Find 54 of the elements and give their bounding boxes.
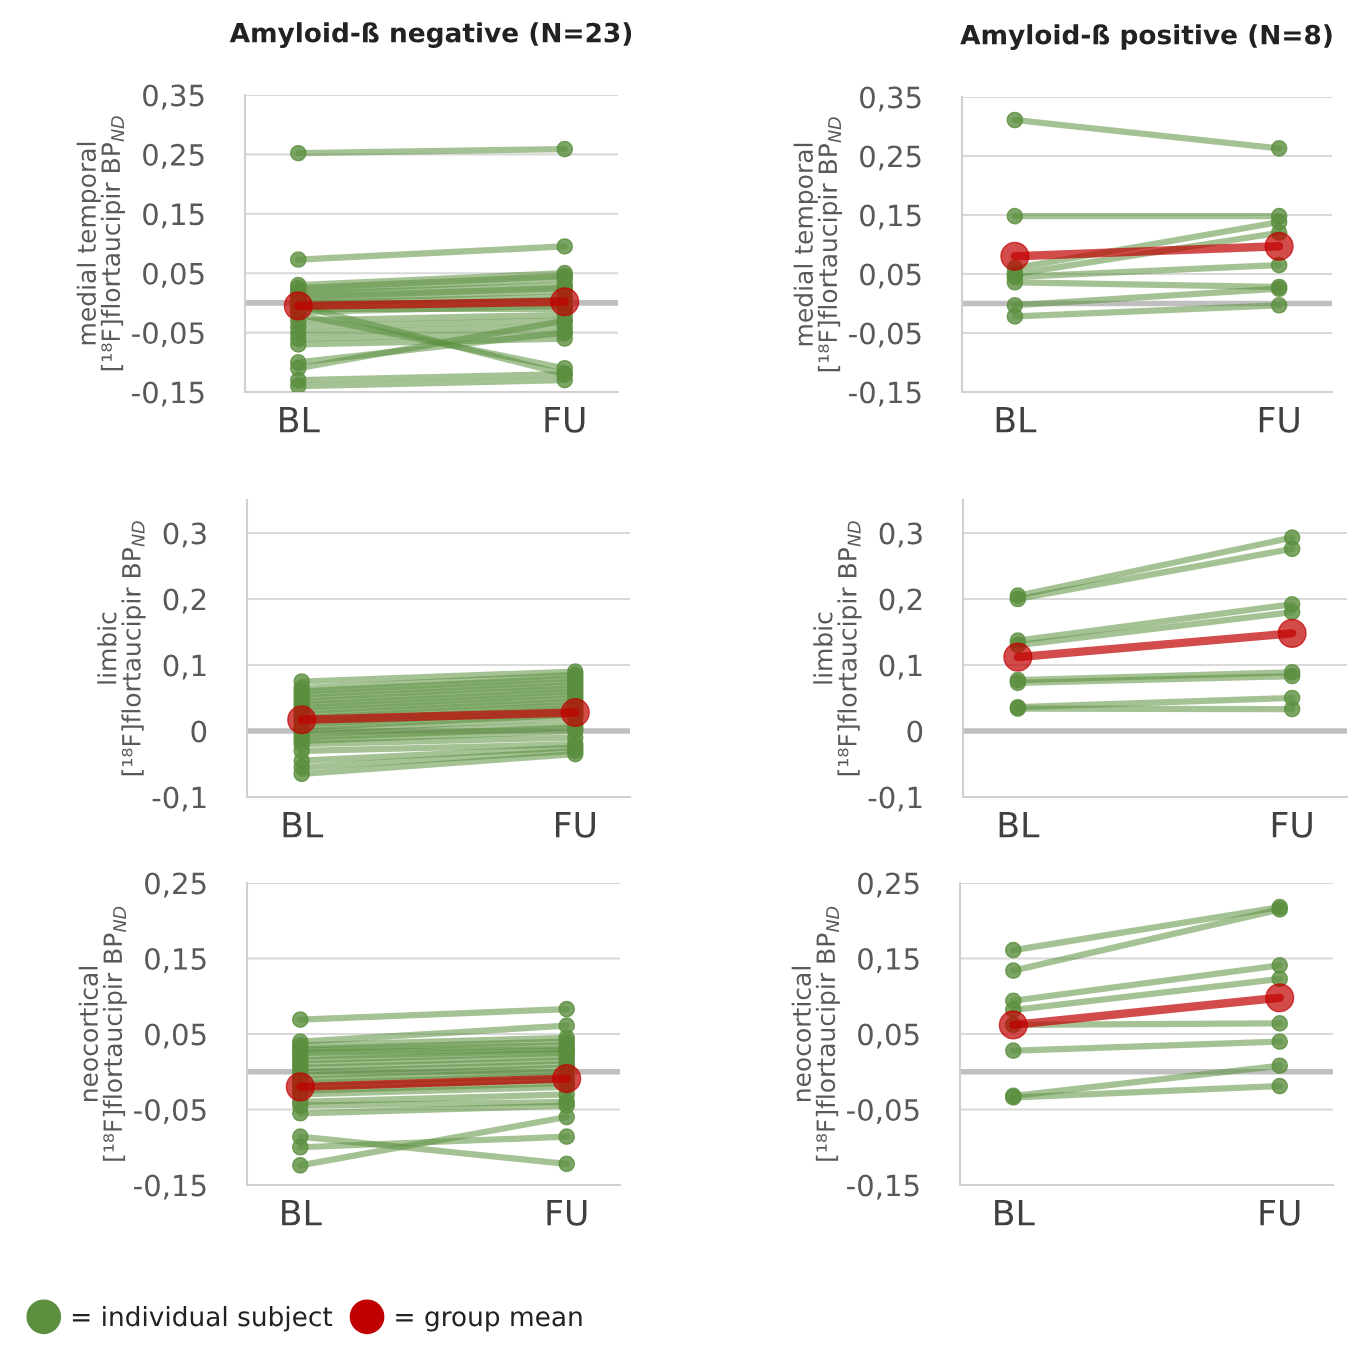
- x-tick-label: BL: [996, 406, 1037, 433]
- y-tick-label: 0,15: [858, 947, 919, 973]
- chart-title: Amyloid-ß positive (N=8): [960, 24, 1332, 50]
- y-tick-label: -0,15: [134, 1174, 206, 1200]
- y-tick-label: 0,35: [860, 86, 921, 112]
- y-tick-label: 0,05: [858, 1023, 919, 1049]
- y-tick-label: 0: [191, 720, 207, 743]
- y-tick-label: 0,2: [879, 588, 922, 614]
- x-tick-label: BL: [995, 1199, 1035, 1226]
- y-axis-title: medial temporal [¹⁸F]flortaucipir BP$_{ND}$: [76, 116, 126, 371]
- x-tick-label: BL: [280, 406, 320, 433]
- y-tick-label: -0,15: [132, 381, 204, 407]
- x-tick-label: FU: [1272, 811, 1312, 838]
- y-tick-label: 0,1: [879, 654, 922, 680]
- y-tick-label: 0,3: [163, 522, 206, 548]
- x-tick-label: BL: [283, 811, 324, 838]
- x-tick-label: FU: [545, 406, 585, 433]
- y-tick-label: 0,05: [145, 1023, 206, 1049]
- y-tick-label: 0,15: [145, 947, 206, 973]
- y-tick-label: -0,05: [847, 1098, 919, 1124]
- y-tick-label: 0,35: [143, 84, 204, 110]
- legend-label: = individual subject: [72, 1305, 333, 1332]
- y-tick-label: 0,1: [163, 654, 206, 680]
- y-tick-label: -0,1: [868, 786, 922, 812]
- x-tick-label: FU: [1260, 1199, 1300, 1226]
- y-tick-label: -0,1: [152, 786, 206, 812]
- x-tick-label: BL: [282, 1199, 322, 1226]
- y-tick-label: -0,05: [849, 322, 921, 348]
- y-tick-label: -0,15: [849, 381, 921, 407]
- y-tick-label: 0,15: [860, 204, 921, 230]
- y-tick-label: 0,25: [858, 872, 919, 898]
- x-tick-label: FU: [1259, 406, 1299, 433]
- y-tick-label: 0,25: [143, 143, 204, 169]
- y-tick-label: 0,25: [860, 145, 921, 171]
- y-tick-label: 0: [907, 720, 923, 743]
- y-axis-title: limbic [¹⁸F]flortaucipir BP$_{ND}$: [97, 521, 146, 776]
- y-tick-label: 0,15: [143, 203, 204, 229]
- chart-title: Amyloid-ß negative (N=23): [229, 22, 632, 48]
- x-tick-label: FU: [547, 1199, 587, 1226]
- y-tick-label: 0,05: [143, 262, 204, 288]
- y-tick-label: -0,15: [847, 1174, 919, 1200]
- y-tick-label: -0,05: [134, 1098, 206, 1124]
- y-axis-title: medial temporal [¹⁸F]flortaucipir BP$_{ND}$: [793, 117, 843, 372]
- x-tick-label: FU: [556, 811, 595, 838]
- y-tick-label: 0,05: [860, 263, 921, 289]
- y-axis-title: limbic [¹⁸F]flortaucipir BP$_{ND}$: [813, 521, 862, 776]
- y-axis-title: neocortical [¹⁸F]flortaucipir BP$_{ND}$: [78, 906, 128, 1161]
- y-axis-title: neocortical [¹⁸F]flortaucipir BP$_{ND}$: [791, 906, 841, 1161]
- y-tick-label: 0,2: [163, 588, 206, 614]
- legend-label: = group mean: [396, 1311, 582, 1332]
- y-tick-label: -0,05: [132, 322, 204, 348]
- y-tick-label: 0,25: [145, 872, 206, 898]
- y-tick-label: 0,3: [879, 522, 922, 548]
- x-tick-label: BL: [999, 811, 1040, 838]
